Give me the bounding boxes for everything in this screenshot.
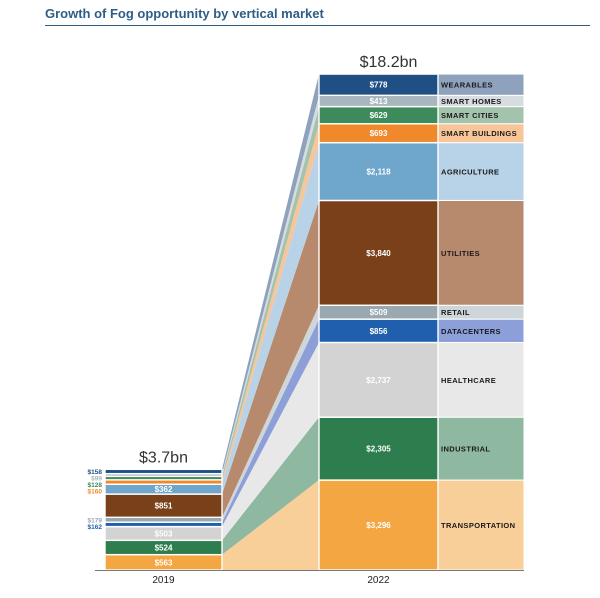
value-label-2019-healthcare: $503 xyxy=(155,529,173,538)
flow-band-agriculture xyxy=(222,142,319,495)
bar-2022-wearables xyxy=(318,73,439,97)
bar-2019-retail xyxy=(104,516,223,523)
category-label-transportation: TRANSPORTATION xyxy=(441,521,515,530)
category-label-utilities: UTILITIES xyxy=(441,249,480,258)
category-label-agriculture: AGRICULTURE xyxy=(441,168,499,177)
flow-band-industrial xyxy=(222,417,319,555)
value-label-2019-utilities: $851 xyxy=(155,502,173,511)
value-label-2022-retail: $509 xyxy=(370,308,388,317)
panel-industrial xyxy=(437,416,525,481)
value-label-2022-utilities: $3,840 xyxy=(366,249,391,258)
value-label-2019-agriculture: $362 xyxy=(155,485,173,494)
panel-utilities xyxy=(437,199,525,306)
category-panels xyxy=(437,73,525,571)
value-label-2022-wearables: $778 xyxy=(370,81,388,90)
total-label-2022: $18.2bn xyxy=(360,54,418,71)
value-label-2019-smart-homes: $99 xyxy=(91,475,102,482)
total-label-2019: $3.7bn xyxy=(139,449,188,466)
segment-labels: $3,296 TRANSPORTATION $563 $2,305 INDUSTRIAL… xyxy=(88,81,517,568)
flow-band-healthcare xyxy=(222,342,319,541)
bar-2022-healthcare xyxy=(318,341,439,418)
bar-2019-wearables xyxy=(104,468,223,475)
bar-2022-transportation xyxy=(318,479,439,571)
value-label-2019-industrial: $524 xyxy=(155,543,173,552)
category-label-datacenters: DATACENTERS xyxy=(441,327,501,336)
category-label-wearables: WEARABLES xyxy=(441,81,493,90)
value-label-2019-retail: $179 xyxy=(88,517,103,524)
category-label-retail: RETAIL xyxy=(441,308,470,317)
chart-title: Growth of Fog opportunity by vertical ma… xyxy=(45,6,324,21)
flow-band-smart-homes xyxy=(222,95,319,477)
value-label-2022-datacenters: $856 xyxy=(370,327,388,336)
flow-bands xyxy=(222,74,319,570)
bar-2022-agriculture xyxy=(318,141,439,202)
flow-band-smart-cities xyxy=(222,106,319,480)
value-label-2019-datacenters: $162 xyxy=(88,524,103,531)
value-label-2019-smart-cities: $128 xyxy=(88,482,103,489)
value-label-2022-agriculture: $2,118 xyxy=(366,168,391,177)
value-label-2022-healthcare: $2,737 xyxy=(366,376,391,385)
value-label-2019-transportation: $563 xyxy=(155,558,173,567)
panel-healthcare xyxy=(437,341,525,418)
value-label-2019-wearables: $158 xyxy=(88,469,103,476)
year-label-2019: 2019 xyxy=(152,575,175,586)
title-divider xyxy=(45,25,590,26)
value-label-2022-smart-homes: $413 xyxy=(370,97,388,106)
category-label-smart-homes: SMART HOMES xyxy=(441,97,502,106)
flow-band-datacenters xyxy=(222,319,319,527)
flow-band-transportation xyxy=(222,480,319,570)
panel-agriculture xyxy=(437,142,525,201)
value-label-2022-industrial: $2,305 xyxy=(366,445,391,454)
flow-band-retail xyxy=(222,305,319,523)
category-label-smart-buildings: SMART BUILDINGS xyxy=(441,129,517,138)
flow-band-smart-buildings xyxy=(222,123,319,485)
flow-band-wearables xyxy=(222,74,319,474)
category-label-industrial: INDUSTRIAL xyxy=(441,445,490,454)
value-label-2022-transportation: $3,296 xyxy=(366,521,391,530)
bars xyxy=(104,73,439,571)
bar-2022-industrial xyxy=(318,416,439,481)
flow-band-utilities xyxy=(222,200,319,518)
value-label-2022-smart-buildings: $693 xyxy=(370,129,388,138)
year-label-2022: 2022 xyxy=(367,575,390,586)
bar-2022-utilities xyxy=(318,199,439,306)
category-label-smart-cities: SMART CITIES xyxy=(441,111,499,120)
value-label-2019-smart-buildings: $160 xyxy=(88,488,103,495)
value-label-2022-smart-cities: $629 xyxy=(370,111,388,120)
category-label-healthcare: HEALTHCARE xyxy=(441,376,496,385)
